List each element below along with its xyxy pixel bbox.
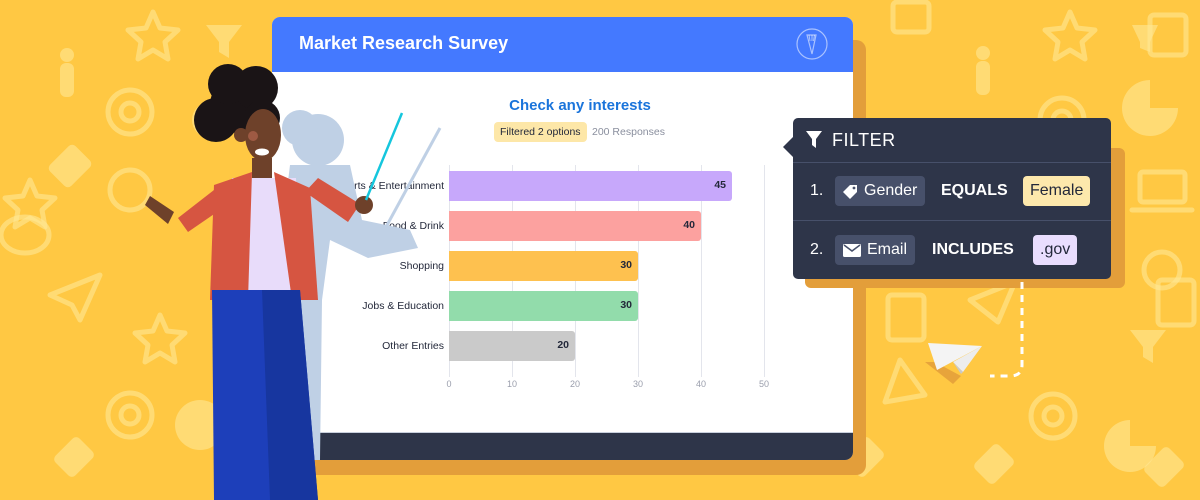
gridline (701, 165, 702, 377)
rule-value-chip[interactable]: Female (1023, 176, 1091, 206)
survey-window: Market Research Survey Check any interes… (272, 17, 853, 460)
category-label: Shopping (399, 260, 444, 272)
rule-operator: INCLUDES (932, 241, 1014, 258)
x-tick: 20 (569, 379, 581, 389)
filter-rule[interactable]: 2. Email INCLUDES .gov (793, 221, 1111, 279)
window-title: Market Research Survey (299, 33, 509, 53)
x-tick: 30 (632, 379, 644, 389)
window-footer (272, 432, 853, 460)
tag-icon (843, 184, 857, 199)
pencil-circle-icon (796, 28, 828, 60)
filter-panel-header[interactable]: FILTER (793, 118, 1111, 163)
filtered-options-chip[interactable]: Filtered 2 options (494, 122, 587, 142)
x-tick: 40 (695, 379, 707, 389)
x-tick: 0 (446, 379, 452, 389)
rule-number: 2. (810, 241, 824, 258)
bar-value: 30 (620, 259, 632, 271)
paper-plane-icon (925, 343, 982, 384)
bar-value: 40 (683, 219, 695, 231)
rule-field-label: Email (867, 241, 908, 258)
presenter-hair (194, 64, 280, 142)
category-label: Jobs & Education (362, 300, 444, 312)
question-title: Check any interests (509, 97, 651, 114)
category-label: Arts & Entertainment (347, 180, 444, 192)
filter-label: FILTER (832, 130, 896, 150)
funnel-icon (806, 131, 822, 148)
response-count: 200 Responses (592, 126, 665, 138)
gridline (764, 165, 765, 377)
bar-arts-entertainment[interactable]: 45 (449, 171, 732, 201)
filter-rule[interactable]: 1. Gender EQUALS Female (793, 162, 1111, 221)
rule-number: 1. (810, 182, 824, 199)
bar-value: 20 (557, 339, 569, 351)
rule-operator: EQUALS (941, 182, 1008, 199)
rule-value-chip[interactable]: .gov (1033, 235, 1078, 265)
window-header: Market Research Survey (272, 17, 853, 72)
rule-field-label: Gender (864, 182, 918, 199)
x-tick: 10 (506, 379, 518, 389)
filter-panel: FILTER 1. Gender EQUALS Female 2. Email … (783, 118, 1111, 279)
gridline (638, 165, 639, 377)
bar-value: 45 (714, 179, 726, 191)
bar-food-drink[interactable]: 40 (449, 211, 701, 241)
rule-field-chip[interactable]: Email (835, 235, 916, 265)
category-label: Other Entries (382, 340, 444, 352)
bar-shopping[interactable]: 30 (449, 251, 638, 281)
bar-other-entries[interactable]: 20 (449, 331, 575, 361)
star-icon (125, 9, 181, 62)
bar-value: 30 (620, 299, 632, 311)
x-tick: 50 (758, 379, 770, 389)
dashed-trail (990, 282, 1024, 378)
envelope-icon (843, 243, 861, 257)
panel-pointer-notch (783, 137, 793, 157)
rule-field-chip[interactable]: Gender (835, 176, 926, 206)
category-label: Food & Drink (382, 220, 444, 232)
bar-jobs-education[interactable]: 30 (449, 291, 638, 321)
